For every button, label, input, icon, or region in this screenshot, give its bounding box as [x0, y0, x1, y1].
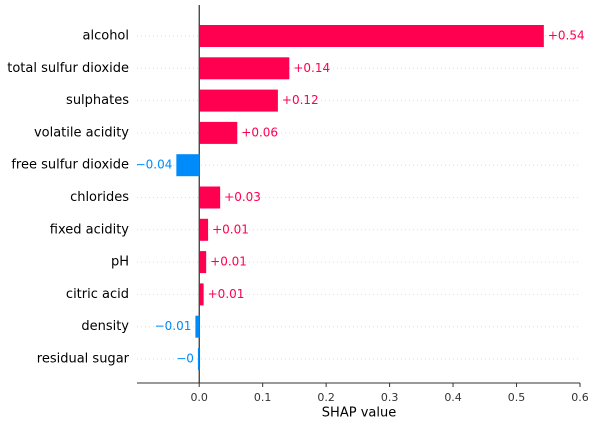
category-label: free sulfur dioxide [11, 158, 129, 173]
value-label: −0.01 [155, 319, 192, 333]
bar [176, 154, 200, 177]
bar [195, 315, 200, 338]
category-label: density [81, 319, 129, 334]
category-label: citric acid [66, 287, 129, 302]
bar [197, 348, 200, 370]
value-label: +0.01 [208, 287, 245, 301]
category-label: alcohol [83, 29, 129, 44]
value-label: +0.03 [224, 190, 261, 204]
bar [199, 283, 204, 306]
value-label: +0.01 [210, 255, 247, 269]
bar [199, 218, 209, 241]
value-label: +0.12 [282, 93, 319, 107]
bar [199, 89, 278, 112]
x-tick-label: 0.2 [317, 391, 335, 404]
category-label: sulphates [66, 93, 129, 108]
bar [199, 25, 544, 47]
value-label: −0 [176, 352, 194, 366]
value-label: −0.04 [136, 158, 173, 172]
x-tick-label: 0.4 [444, 391, 462, 404]
bar [199, 186, 221, 209]
category-label: chlorides [70, 190, 129, 205]
value-label: +0.06 [241, 125, 278, 139]
x-tick-label: 0.3 [381, 391, 399, 404]
category-label: residual sugar [37, 352, 130, 367]
bar [199, 121, 238, 144]
category-label: pH [111, 255, 129, 270]
value-label: +0.54 [548, 29, 585, 43]
x-tick-label: 0.6 [571, 391, 589, 404]
category-label: fixed acidity [50, 222, 130, 237]
x-tick-label: 0.1 [254, 391, 272, 404]
category-label: total sulfur dioxide [7, 61, 129, 76]
category-label: volatile acidity [34, 125, 129, 140]
x-axis-label: SHAP value [322, 406, 396, 421]
bar [199, 251, 207, 274]
value-label: +0.01 [212, 222, 249, 236]
value-label: +0.14 [293, 61, 330, 75]
x-tick-label: 0.5 [508, 391, 526, 404]
x-tick-label: 0.0 [190, 391, 208, 404]
bar [199, 57, 290, 80]
